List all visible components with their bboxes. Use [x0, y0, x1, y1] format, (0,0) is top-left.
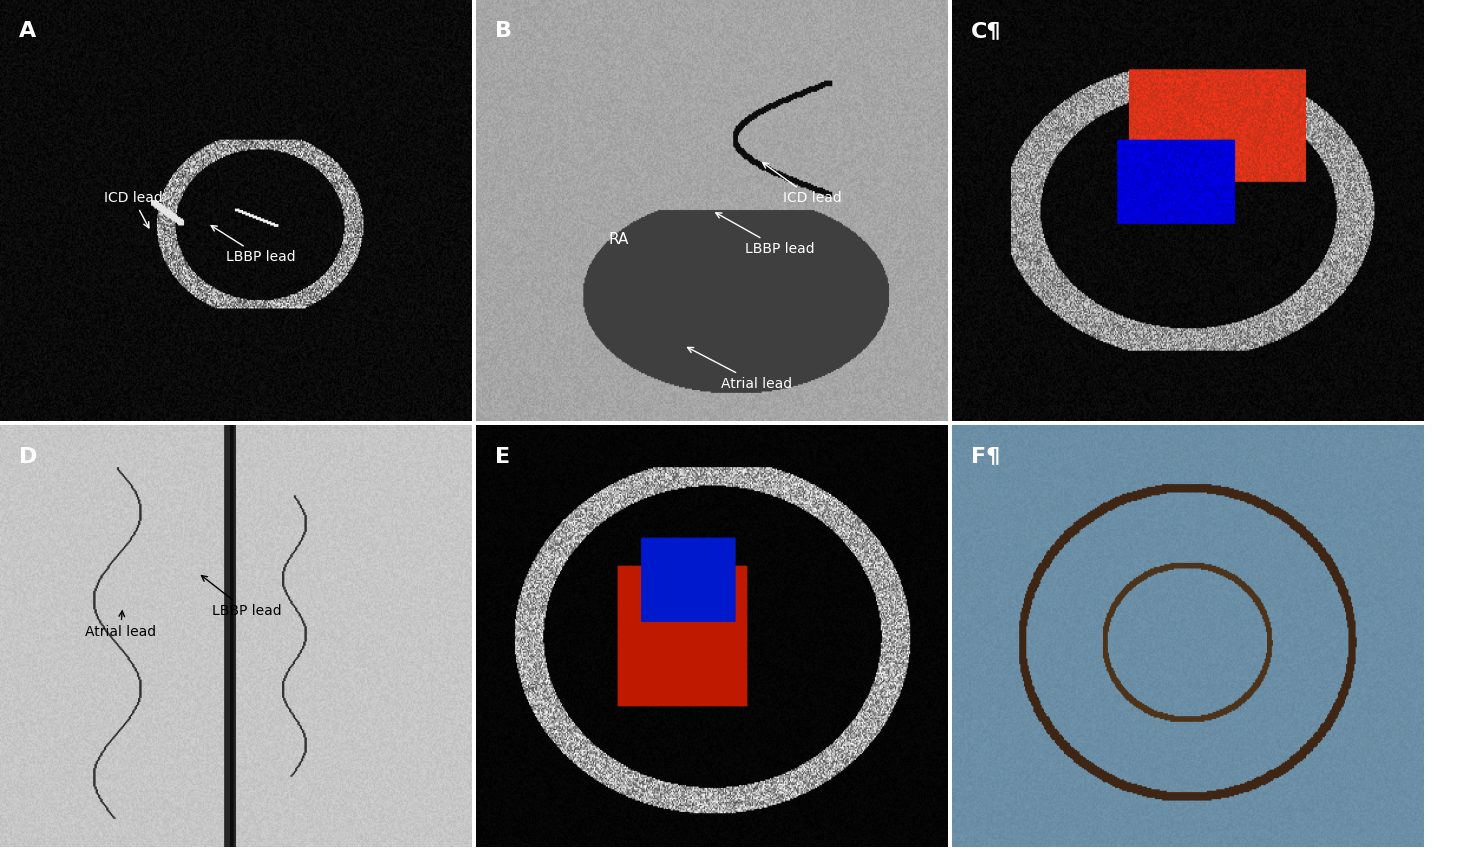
Text: B: B [495, 21, 512, 41]
Text: Atrial lead: Atrial lead [85, 611, 156, 639]
Text: ICD lead: ICD lead [763, 162, 841, 206]
Text: ICD lead: ICD lead [104, 191, 163, 228]
Text: RA: RA [608, 232, 628, 247]
Text: Atrial lead: Atrial lead [687, 347, 793, 391]
Text: LBBP lead: LBBP lead [211, 226, 297, 264]
Text: F¶: F¶ [972, 447, 1001, 467]
Text: D: D [19, 447, 37, 467]
Text: LBBP lead: LBBP lead [201, 575, 282, 618]
Text: A: A [19, 21, 37, 41]
Text: E: E [495, 447, 511, 467]
Text: C¶: C¶ [972, 21, 1003, 41]
Text: LBBP lead: LBBP lead [716, 213, 815, 256]
